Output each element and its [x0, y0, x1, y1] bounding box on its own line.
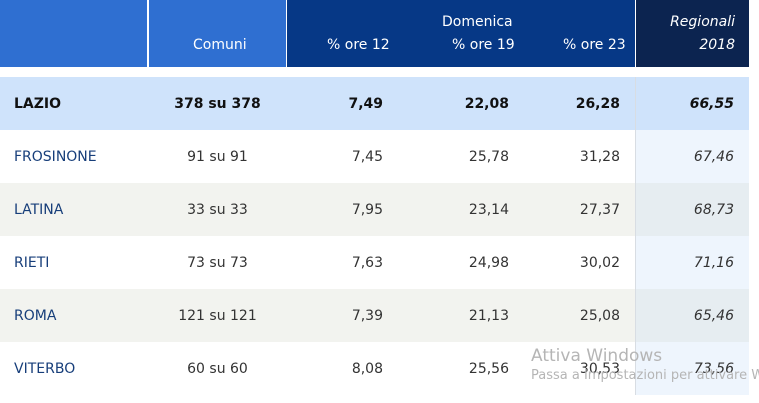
header-domenica: Domenica [442, 14, 513, 30]
ore19-value: 21,13 [468, 307, 509, 324]
ore12-value: 7,95 [351, 201, 383, 218]
ore12-value: 8,08 [351, 360, 383, 377]
header-regionali: Regionali [670, 14, 735, 30]
header-blank-cell [0, 0, 148, 67]
ore12-value: 7,39 [351, 307, 383, 324]
table-row: LATINA 33 su 33 7,95 23,14 27,37 68,73 [0, 183, 749, 236]
table-row: RIETI 73 su 73 7,63 24,98 30,02 71,16 [0, 236, 749, 289]
header-comuni-cell: Comuni [149, 0, 286, 67]
regionali-value: 71,16 [636, 236, 749, 289]
header-regionali-cell: Regionali 2018 [636, 0, 749, 67]
header-regionali-year: 2018 [699, 37, 735, 53]
regionali-value: 68,73 [636, 183, 749, 236]
ore19-value: 22,08 [464, 95, 509, 112]
region-name: LAZIO [14, 95, 62, 112]
watermark-title: Attiva Windows [531, 346, 663, 366]
windows-activation-watermark: Attiva Windows Passa a Impostazioni per … [531, 346, 759, 383]
table-body: LAZIO 378 su 378 7,49 22,08 26,28 66,55 … [0, 77, 749, 395]
header-domenica-group: Domenica % ore 12 % ore 19 % ore 23 [287, 0, 635, 67]
ore19-value: 25,56 [468, 360, 509, 377]
ore12-value: 7,45 [351, 148, 383, 165]
table-row: VITERBO 60 su 60 8,08 25,56 30,53 73,56 [0, 342, 749, 395]
comuni-count: 91 su 91 [187, 148, 248, 165]
table-row: ROMA 121 su 121 7,39 21,13 25,08 65,46 [0, 289, 749, 342]
comuni-count: 121 su 121 [178, 307, 257, 324]
header-ore19: % ore 19 [452, 37, 515, 53]
comuni-count: 60 su 60 [187, 360, 248, 377]
ore12-value: 7,63 [351, 254, 383, 271]
regionali-value: 65,46 [636, 289, 749, 342]
ore23-value: 30,53 [579, 360, 620, 377]
ore19-value: 23,14 [468, 201, 509, 218]
ore23-value: 25,08 [579, 307, 620, 324]
header-gap [0, 67, 749, 77]
table-row-total: LAZIO 378 su 378 7,49 22,08 26,28 66,55 [0, 77, 749, 130]
header-ore23: % ore 23 [563, 37, 626, 53]
regionali-value: 73,56 [636, 342, 749, 395]
regionali-column-divider [635, 77, 636, 395]
comuni-count: 378 su 378 [174, 95, 261, 112]
watermark-subtitle: Passa a Impostazioni per attivare W [531, 368, 759, 383]
table-header: Comuni Domenica % ore 12 % ore 19 % ore … [0, 0, 749, 67]
comuni-count: 33 su 33 [187, 201, 248, 218]
ore23-value: 26,28 [575, 95, 620, 112]
regionali-value: 67,46 [636, 130, 749, 183]
ore19-value: 24,98 [468, 254, 509, 271]
province-name: VITERBO [14, 360, 76, 377]
header-ore12: % ore 12 [327, 37, 390, 53]
table-row: FROSINONE 91 su 91 7,45 25,78 31,28 67,4… [0, 130, 749, 183]
province-name: LATINA [14, 201, 64, 218]
province-name: ROMA [14, 307, 57, 324]
ore23-value: 30,02 [579, 254, 620, 271]
province-name: RIETI [14, 254, 50, 271]
header-comuni: Comuni [193, 37, 247, 53]
province-name: FROSINONE [14, 148, 97, 165]
ore12-value: 7,49 [348, 95, 383, 112]
comuni-count: 73 su 73 [187, 254, 248, 271]
ore23-value: 31,28 [579, 148, 620, 165]
ore19-value: 25,78 [468, 148, 509, 165]
regionali-value: 66,55 [689, 95, 734, 112]
ore23-value: 27,37 [579, 201, 620, 218]
